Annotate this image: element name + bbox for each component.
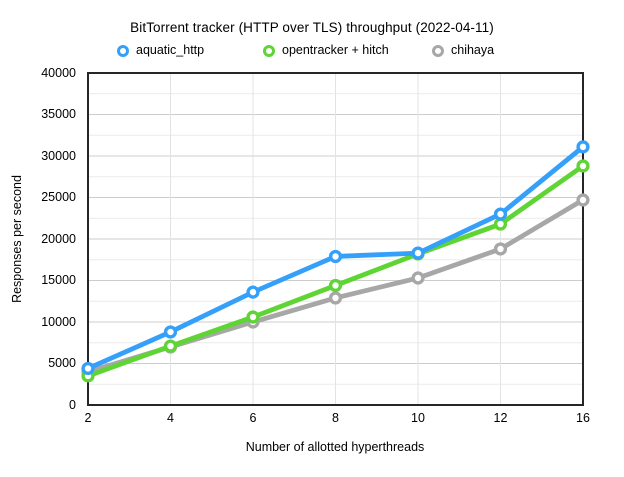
data-point-aquatic-http <box>411 246 425 260</box>
data-point-aquatic-http <box>246 285 260 299</box>
data-point-chihaya <box>493 242 508 256</box>
plot-frame <box>87 72 584 406</box>
legend-marker-chihaya-icon <box>432 44 444 57</box>
data-point-chihaya <box>576 193 590 207</box>
chart-title: BitTorrent tracker (HTTP over TLS) throu… <box>130 20 494 35</box>
data-point-opentracker-hitch <box>328 278 343 293</box>
x-tick-label: 6 <box>249 411 257 425</box>
y-tick-label: 10000 <box>41 314 76 329</box>
x-tick-label: 16 <box>576 411 590 425</box>
y-tick-label: 0 <box>69 397 76 412</box>
legend-item-aquatic-http: aquatic_http <box>117 43 204 58</box>
y-tick-label: 5000 <box>48 356 76 370</box>
y-tick-label: 35000 <box>41 107 76 121</box>
y-axis-title: Responses per second <box>10 175 24 303</box>
legend-marker-aquatic-http-icon <box>117 44 129 57</box>
y-tick-label: 20000 <box>41 231 76 246</box>
data-point-aquatic-http <box>163 325 178 339</box>
legend-marker-opentracker-hitch-icon <box>263 44 275 57</box>
data-point-opentracker-hitch <box>576 159 590 173</box>
y-tick-label: 40000 <box>41 65 76 80</box>
data-point-aquatic-http <box>493 207 508 221</box>
data-point-chihaya <box>411 271 425 285</box>
data-point-aquatic-http <box>328 249 343 264</box>
data-point-chihaya <box>328 291 343 305</box>
x-tick-label: 8 <box>332 411 339 425</box>
y-tick-label: 25000 <box>41 190 76 204</box>
x-axis-title: Number of allotted hyperthreads <box>245 440 425 454</box>
x-tick-label: 12 <box>493 411 508 425</box>
data-point-aquatic-http <box>576 140 590 154</box>
legend-item-chihaya: chihaya <box>432 43 494 58</box>
x-tick-label: 4 <box>167 411 174 425</box>
x-tick-label: 2 <box>84 411 92 425</box>
legend-label-aquatic-http: aquatic_http <box>136 43 205 57</box>
legend-label-opentracker-hitch: opentracker + hitch <box>282 43 389 57</box>
legend-label-chihaya: chihaya <box>451 43 495 57</box>
data-point-opentracker-hitch <box>163 339 178 353</box>
y-tick-label: 30000 <box>41 148 76 163</box>
data-point-aquatic-http <box>81 361 95 376</box>
y-tick-label: 15000 <box>41 273 76 287</box>
x-tick-label: 10 <box>411 411 425 425</box>
legend-item-opentracker-hitch: opentracker + hitch <box>263 43 389 58</box>
data-point-opentracker-hitch <box>246 310 260 324</box>
